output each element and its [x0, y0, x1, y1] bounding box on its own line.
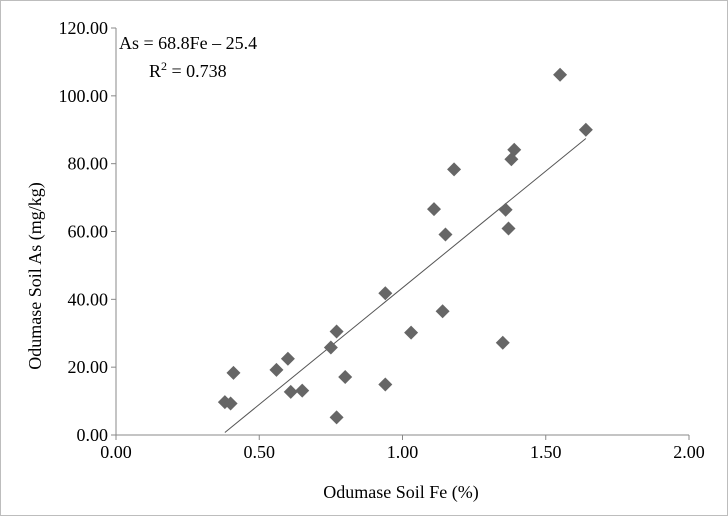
- r-squared-r: R: [149, 61, 161, 81]
- data-point: [553, 67, 568, 82]
- r-squared-value: = 0.738: [167, 61, 227, 81]
- data-point: [295, 383, 310, 398]
- data-point: [404, 325, 419, 340]
- x-tick-label: 2.00: [673, 442, 705, 462]
- data-point: [269, 362, 284, 377]
- data-point: [378, 286, 393, 301]
- y-tick-label: 20.00: [68, 357, 109, 377]
- y-tick-label: 120.00: [59, 18, 109, 38]
- data-point: [378, 377, 393, 392]
- y-tick-label: 40.00: [68, 289, 109, 309]
- data-point: [226, 365, 241, 380]
- trendline: [224, 138, 587, 433]
- data-point: [329, 410, 344, 425]
- y-tick-label: 100.00: [59, 86, 109, 106]
- data-point: [427, 202, 442, 217]
- data-point: [338, 370, 353, 385]
- x-tick-label: 0.00: [100, 442, 132, 462]
- data-point: [323, 340, 338, 355]
- r-squared-exponent: 2: [161, 59, 167, 73]
- data-points: [217, 67, 593, 425]
- r-squared-label: R2 = 0.738: [149, 59, 227, 81]
- data-point: [329, 324, 344, 339]
- x-axis-title: Odumase Soil Fe (%): [323, 482, 478, 503]
- x-tick-label: 0.50: [244, 442, 276, 462]
- x-tick-label: 1.00: [387, 442, 419, 462]
- trendline-equation: As = 68.8Fe – 25.4: [119, 33, 257, 53]
- data-point: [435, 304, 450, 319]
- y-tick-label: 60.00: [68, 222, 109, 242]
- y-axis-title: Odumase Soil As (mg/kg): [25, 182, 46, 370]
- data-point: [283, 384, 298, 399]
- trendline-group: [224, 138, 587, 433]
- x-tick-label: 1.50: [530, 442, 562, 462]
- data-point: [223, 396, 238, 411]
- data-point: [507, 142, 522, 157]
- data-point: [280, 351, 295, 366]
- data-point: [495, 335, 510, 350]
- data-point: [438, 227, 453, 242]
- data-point: [447, 162, 462, 177]
- data-point: [501, 221, 516, 236]
- y-tick-label: 80.00: [68, 154, 109, 174]
- data-point: [498, 202, 513, 217]
- axes: [111, 27, 690, 440]
- y-tick-label: 0.00: [77, 425, 109, 445]
- tick-labels: 0.00 20.00 40.00 60.00 80.00 100.00 120.00 0.00…: [59, 18, 705, 462]
- data-point: [578, 122, 593, 137]
